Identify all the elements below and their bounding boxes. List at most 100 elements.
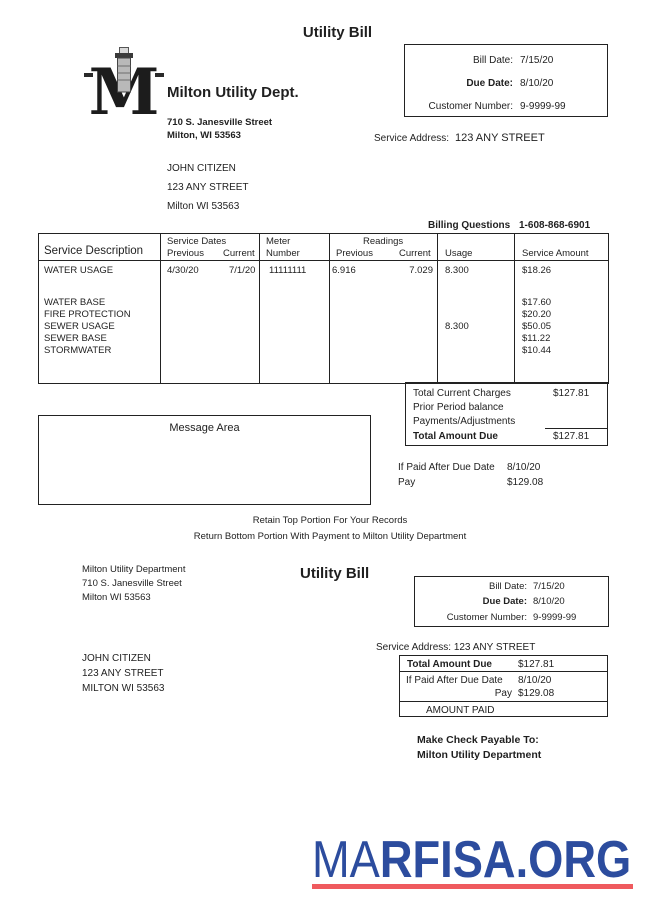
service-address-label: Service Address: [374, 133, 450, 144]
total-current-charges-value: $127.81 [553, 388, 590, 399]
due-date-label: Due Date: [466, 78, 513, 89]
bill-date-value: 7/15/20 [520, 55, 554, 66]
payments-adjustments-label: Payments/Adjustments [413, 416, 516, 427]
total-current-charges-label: Total Current Charges [413, 388, 511, 399]
payment-stub-box: Total Amount Due $127.81 If Paid After D… [399, 655, 608, 717]
dept-address-line2: Milton, WI 53563 [167, 130, 241, 141]
bottom-customer-number-label: Customer Number: [446, 612, 527, 623]
subtotal-rule [545, 428, 607, 429]
col-header-previous-date: Previous [167, 248, 204, 259]
customer-name: JOHN CITIZEN [167, 163, 236, 174]
stub-rule-2 [400, 701, 607, 702]
col-header-meter-number: Number [266, 248, 300, 259]
totals-box: Total Current Charges $127.81 Prior Peri… [405, 382, 608, 446]
message-area-box: Message Area [38, 415, 371, 505]
col-header-meter: Meter [266, 236, 291, 247]
col-header-service-amount: Service Amount [522, 248, 589, 259]
bill-info-box: Bill Date: 7/15/20 Due Date: 8/10/20 Cus… [404, 44, 608, 117]
bottom-service-address: Service Address: 123 ANY STREET [376, 642, 536, 653]
customer-number-label: Customer Number: [428, 101, 513, 112]
if-paid-after-label: If Paid After Due Date [398, 462, 495, 473]
marfisa-logo-text: MARFISA.ORG [312, 834, 631, 886]
bottom-page-title: Utility Bill [300, 565, 370, 582]
row-amount: $11.22 [522, 333, 551, 344]
pay-value: $129.08 [507, 477, 544, 488]
col-header-service-description: Service Description [44, 245, 144, 257]
dept-name: Milton Utility Dept. [167, 84, 299, 101]
stub-if-paid-label: If Paid After Due Date [406, 675, 503, 686]
prior-period-balance-label: Prior Period balance [413, 402, 504, 413]
if-paid-after-value: 8/10/20 [507, 462, 541, 473]
col-header-usage: Usage [445, 248, 473, 259]
milton-m-tower-icon: M [84, 47, 164, 130]
total-amount-due-label: Total Amount Due [413, 431, 498, 442]
stub-pay-label: Pay [494, 688, 512, 699]
bottom-due-date-value: 8/10/20 [533, 596, 565, 607]
row-amount: $18.26 [522, 265, 552, 276]
table-divider [259, 234, 260, 383]
col-header-current-reading: Current [399, 248, 431, 259]
row-desc: WATER BASE [44, 297, 106, 308]
row-usage: 8.300 [445, 321, 469, 332]
billing-questions-label: Billing Questions [428, 220, 511, 231]
total-amount-due-value: $127.81 [553, 431, 590, 442]
bottom-customer-street: 123 ANY STREET [82, 668, 164, 679]
row-curr-date: 7/1/20 [229, 265, 256, 276]
customer-number-value: 9-9999-99 [520, 101, 566, 112]
bottom-due-date-label: Due Date: [482, 596, 527, 607]
service-address-value: 123 ANY STREET [455, 132, 545, 144]
row-prev-reading: 6.916 [332, 265, 356, 276]
bottom-customer-city: MILTON WI 53563 [82, 683, 165, 694]
make-check-payable-line2: Milton Utility Department [417, 749, 542, 761]
row-amount: $10.44 [522, 345, 552, 356]
stub-total-amount-due-label: Total Amount Due [407, 659, 492, 670]
row-desc: SEWER USAGE [44, 321, 115, 332]
row-amount: $50.05 [522, 321, 552, 332]
bill-date-label: Bill Date: [472, 55, 513, 66]
stub-total-amount-due-value: $127.81 [518, 659, 555, 670]
row-curr-reading: 7.029 [409, 265, 433, 276]
bottom-customer-name: JOHN CITIZEN [82, 653, 151, 664]
row-desc: STORMWATER [44, 345, 112, 356]
table-divider [437, 234, 438, 383]
bottom-dept-line2: 710 S. Janesville Street [82, 578, 182, 589]
row-meter: 11111111 [269, 265, 307, 276]
stub-rule-1 [400, 671, 607, 672]
customer-city: Milton WI 53563 [167, 201, 240, 212]
row-amount: $17.60 [522, 297, 552, 308]
stub-if-paid-value: 8/10/20 [518, 675, 552, 686]
marfisa-logo: MARFISA.ORG [312, 834, 645, 886]
row-usage: 8.300 [445, 265, 469, 276]
amount-paid-label: AMOUNT PAID [426, 705, 495, 716]
marfisa-logo-text-bold: RFISA.ORG [379, 831, 632, 889]
table-header-rule [39, 260, 608, 261]
stub-pay-value: $129.08 [518, 688, 555, 699]
bottom-dept-line1: Milton Utility Department [82, 564, 186, 575]
row-desc: SEWER BASE [44, 333, 107, 344]
col-header-readings: Readings [363, 236, 404, 247]
return-bottom-portion-text: Return Bottom Portion With Payment to Mi… [193, 531, 467, 542]
milton-utility-logo: M [78, 46, 170, 130]
make-check-payable-line1: Make Check Payable To: [417, 734, 539, 746]
message-area-title: Message Area [169, 422, 240, 434]
col-header-current-date: Current [223, 248, 255, 259]
row-desc: WATER USAGE [44, 265, 114, 276]
col-header-service-dates: Service Dates [167, 236, 227, 247]
bottom-bill-date-value: 7/15/20 [533, 581, 565, 592]
pay-label: Pay [398, 477, 416, 488]
marfisa-logo-text-light: MA [312, 831, 380, 889]
bottom-dept-line3: Milton WI 53563 [82, 592, 151, 603]
bottom-customer-number-value: 9-9999-99 [533, 612, 577, 623]
page-title: Utility Bill [302, 24, 373, 41]
marfisa-logo-underline [312, 884, 633, 889]
bottom-bill-info-box: Bill Date: 7/15/20 Due Date: 8/10/20 Cus… [414, 576, 609, 627]
due-date-value: 8/10/20 [520, 78, 554, 89]
retain-top-portion-text: Retain Top Portion For Your Records [252, 515, 408, 526]
table-divider [514, 234, 515, 383]
table-divider [160, 234, 161, 383]
col-header-previous-reading: Previous [336, 248, 373, 259]
dept-address-line1: 710 S. Janesville Street [167, 117, 273, 128]
row-prev-date: 4/30/20 [167, 265, 199, 276]
table-divider [329, 234, 330, 383]
